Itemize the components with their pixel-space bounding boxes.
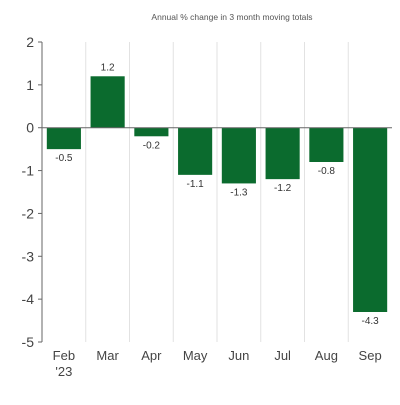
x-tick-label: Jul [274,348,291,363]
bar [46,127,81,150]
y-tick-label: 2 [26,34,34,50]
y-tick-label: -3 [22,248,35,264]
bar [265,127,300,180]
y-tick-label: 1 [26,77,34,93]
x-tick-label: Jun [228,348,249,363]
bar [90,76,125,128]
data-labels: -0.5 1.2 -0.2 -1.1 -1.3 -1.2 -0.8 -4.3 [55,62,379,327]
x-tick-label: May [183,348,208,363]
bar-value-label: 1.2 [101,62,115,73]
bar-value-label: -0.2 [143,140,161,151]
y-tick-label: -5 [22,334,35,350]
x-tick-label: Aug [315,348,338,363]
bar-value-label: -4.3 [362,316,380,327]
bar [221,127,256,184]
bar-value-label: -0.8 [318,166,336,177]
bar [134,127,169,137]
axes: 2 1 0 -1 -2 -3 -4 -5 Feb'23 Mar Apr May Jun Jul Aug Sep [22,34,392,379]
y-tick-label: 0 [26,120,34,136]
category-dividers [85,42,349,342]
chart-title: Annual % change in 3 month moving totals [151,12,312,22]
x-tick-label: Feb [53,348,75,363]
bar-value-label: -1.1 [187,179,205,190]
bars [46,76,388,312]
bar [309,127,344,162]
bar [353,127,388,312]
bar-value-label: -1.2 [274,183,292,194]
bar-value-label: -1.3 [230,187,248,198]
x-tick-label: Apr [141,348,162,363]
y-tick-label: -4 [22,291,35,307]
y-tick-label: -2 [22,205,35,221]
y-tick-label: -1 [22,163,35,179]
bar [178,127,213,175]
x-tick-label: '23 [55,364,72,379]
x-tick-label: Sep [359,348,382,363]
bar-value-label: -0.5 [55,153,73,164]
x-tick-label: Mar [96,348,119,363]
